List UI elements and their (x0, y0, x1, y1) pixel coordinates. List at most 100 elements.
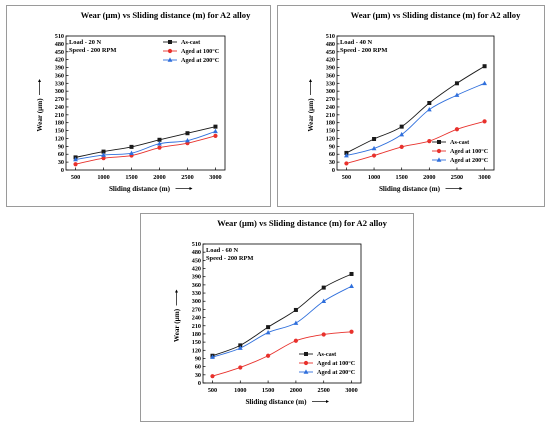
legend-marker (303, 360, 309, 366)
series-triangle (344, 80, 487, 158)
x-tick-label: 2000 (423, 174, 435, 181)
x-axis-label: Sliding distance (m) (245, 398, 307, 406)
data-point (372, 136, 377, 141)
y-tick-label: 270 (55, 96, 64, 103)
y-tick-label: 180 (326, 120, 335, 127)
y-tick-label: 90 (58, 143, 64, 150)
plot-frame (336, 35, 495, 171)
x-tick-label: 500 (342, 174, 351, 181)
y-axis-label: Wear (μm) (36, 98, 44, 132)
y-tick-label: 420 (55, 57, 64, 64)
y-tick-label: 60 (195, 364, 201, 371)
data-point (293, 320, 299, 325)
x-tick-label: 500 (208, 387, 217, 394)
y-tick-label: 120 (326, 135, 335, 142)
series-line (346, 120, 485, 164)
series-circle (344, 119, 487, 166)
data-point (321, 285, 326, 290)
data-point (185, 137, 190, 143)
legend-label: As-cast (450, 139, 470, 146)
series-line (75, 126, 216, 158)
data-point (427, 101, 432, 105)
series-line (346, 82, 485, 156)
data-point (237, 345, 243, 350)
data-point (344, 150, 349, 155)
y-tick-label: 510 (192, 241, 201, 248)
series-square (344, 64, 487, 155)
x-tick-label: 2500 (181, 174, 193, 181)
annotation-text: Load - 40 N (340, 39, 373, 46)
x-axis-arrowhead (189, 187, 193, 190)
y-tick-label: 240 (55, 104, 64, 111)
y-axis-label: Wear (μm) (307, 98, 315, 132)
y-tick-label: 0 (61, 167, 64, 174)
data-point (454, 81, 459, 86)
y-tick-label: 210 (326, 112, 335, 119)
y-tick-label: 150 (55, 128, 64, 135)
data-point (213, 133, 218, 138)
chart-panel-20n: Wear (μm) vs Sliding distance (m) for A2… (6, 5, 271, 207)
y-tick-label: 300 (55, 88, 64, 95)
data-point (157, 141, 162, 146)
legend-label: Aged at 200°C (450, 157, 488, 164)
y-tick-label: 150 (326, 128, 335, 135)
chart-title: Wear (μm) vs Sliding distance (m) for A2… (351, 10, 521, 20)
data-point (101, 149, 106, 154)
data-point (427, 138, 432, 144)
data-point (213, 124, 218, 129)
data-point (213, 128, 218, 134)
x-axis-arrowhead (326, 400, 329, 403)
data-point (344, 152, 349, 158)
chart-panel-40n: Wear (μm) vs Sliding distance (m) for A2… (277, 5, 545, 207)
data-point (265, 329, 271, 335)
y-tick-label: 30 (58, 159, 64, 166)
x-tick-label: 1000 (97, 174, 109, 181)
data-point (129, 144, 134, 149)
y-tick-label: 480 (192, 249, 201, 256)
y-axis-label: Wear (μm) (173, 308, 181, 342)
x-tick-label: 2000 (153, 174, 165, 181)
y-tick-label: 300 (192, 298, 201, 305)
y-tick-label: 510 (55, 33, 64, 40)
y-tick-label: 330 (192, 290, 201, 297)
y-tick-label: 360 (55, 72, 64, 79)
y-tick-label: 450 (55, 49, 64, 56)
legend-marker (168, 40, 172, 44)
x-tick-label: 2500 (451, 174, 463, 181)
x-tick-label: 2000 (290, 387, 302, 394)
y-tick-label: 480 (326, 41, 335, 48)
y-tick-label: 180 (55, 120, 64, 127)
y-tick-label: 360 (326, 72, 335, 79)
annotation-text: Speed - 200 RPM (340, 47, 387, 54)
x-tick-label: 3000 (209, 174, 221, 181)
y-tick-label: 240 (192, 315, 201, 322)
y-tick-label: 210 (55, 112, 64, 119)
legend-label: Aged at 200°C (317, 369, 355, 376)
x-tick-label: 3000 (478, 174, 490, 181)
legend-label: Aged at 100°C (450, 148, 488, 155)
data-point (371, 153, 377, 158)
data-point (482, 64, 487, 69)
data-point (399, 124, 404, 129)
series-triangle (73, 128, 218, 162)
data-point (321, 332, 326, 337)
x-axis-arrowhead (459, 187, 463, 190)
y-axis-arrowhead (38, 79, 41, 82)
legend-marker (167, 57, 173, 62)
data-point (238, 343, 243, 348)
chart-title: Wear (μm) vs Sliding distance (m) for A2… (217, 218, 387, 228)
y-tick-label: 30 (195, 372, 201, 379)
series-line (212, 273, 352, 357)
x-tick-label: 500 (71, 174, 80, 181)
annotation-text: Speed - 200 RPM (69, 47, 116, 54)
x-tick-label: 2500 (318, 387, 330, 394)
chart-title: Wear (μm) vs Sliding distance (m) for A2… (81, 10, 251, 20)
y-tick-label: 180 (192, 331, 201, 338)
y-tick-label: 90 (195, 355, 201, 362)
y-tick-label: 60 (58, 151, 64, 158)
annotation-text: Load - 60 N (206, 247, 239, 254)
data-point (293, 307, 298, 312)
x-tick-label: 1500 (395, 174, 407, 181)
data-point (101, 152, 106, 157)
series-square (210, 271, 354, 358)
